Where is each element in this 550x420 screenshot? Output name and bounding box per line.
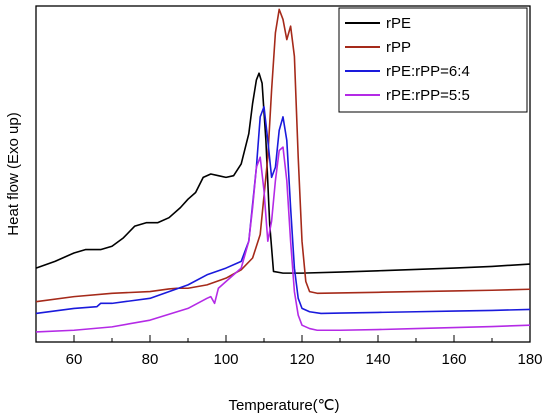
legend-label-2: rPE:rPP=6:4 xyxy=(386,63,470,80)
x-tick-label: 100 xyxy=(213,351,238,368)
x-axis-ticks: 60 80 100 120 140 160 180 xyxy=(35,335,543,368)
x-tick-label: 160 xyxy=(441,351,466,368)
legend-label-0: rPE xyxy=(386,15,411,32)
x-tick-label: 140 xyxy=(365,351,390,368)
x-tick-label: 80 xyxy=(142,351,159,368)
plot-frame xyxy=(35,5,531,343)
legend: rPE rPP rPE:rPP=6:4 rPE:rPP=5:5 xyxy=(338,7,528,113)
x-axis-label: Temperature(℃) xyxy=(228,397,339,414)
legend-label-1: rPP xyxy=(386,39,411,56)
x-tick-label: 180 xyxy=(517,351,542,368)
legend-label-3: rPE:rPP=5:5 xyxy=(386,87,470,104)
x-tick-label: 120 xyxy=(289,351,314,368)
series-line-2 xyxy=(35,106,531,315)
series-layer xyxy=(35,8,531,333)
x-tick-label: 60 xyxy=(66,351,83,368)
y-axis-label: Heat flow (Exo up) xyxy=(5,112,22,235)
series-line-0 xyxy=(35,72,531,274)
series-line-3 xyxy=(35,146,531,333)
